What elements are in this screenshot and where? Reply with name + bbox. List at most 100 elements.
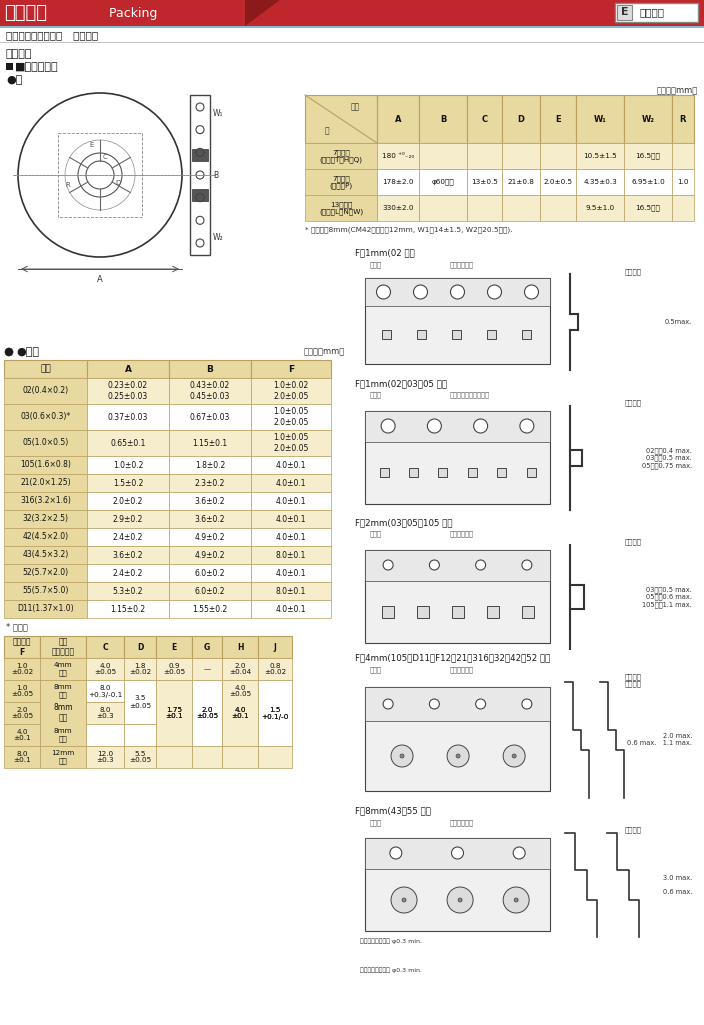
Circle shape bbox=[427, 419, 441, 433]
Text: 4.0
±0.1: 4.0 ±0.1 bbox=[231, 706, 249, 720]
Bar bbox=[258, 746, 292, 768]
Text: 0.67±0.03: 0.67±0.03 bbox=[190, 412, 230, 421]
Bar bbox=[540, 144, 576, 169]
Text: D: D bbox=[517, 115, 524, 123]
Text: F＝2mm(03、05、105 型）: F＝2mm(03、05、105 型） bbox=[355, 518, 453, 527]
Text: F＝4mm(105、D11、F12、21、316、32、42、52 型）: F＝4mm(105、D11、F12、21、316、32、42、52 型） bbox=[355, 653, 551, 662]
Text: 形式: 形式 bbox=[40, 365, 51, 373]
Circle shape bbox=[381, 419, 395, 433]
Text: 1.0±0.2: 1.0±0.2 bbox=[113, 460, 143, 469]
Bar bbox=[527, 468, 536, 477]
Bar bbox=[4, 456, 87, 474]
Bar bbox=[382, 606, 394, 618]
Bar bbox=[87, 456, 169, 474]
Bar bbox=[124, 724, 156, 746]
Bar bbox=[192, 636, 222, 658]
Text: 42(4.5×2.0): 42(4.5×2.0) bbox=[23, 533, 68, 541]
Text: 13英寸盘
(记号：L、N、W): 13英寸盘 (记号：L、N、W) bbox=[319, 201, 363, 215]
Bar bbox=[40, 680, 86, 746]
Bar bbox=[365, 411, 550, 504]
Text: 4.0±0.1: 4.0±0.1 bbox=[276, 569, 306, 577]
Text: 元件插入方向: 元件插入方向 bbox=[450, 531, 474, 537]
Bar bbox=[86, 680, 124, 702]
Text: 送进孔: 送进孔 bbox=[370, 392, 382, 399]
Polygon shape bbox=[245, 0, 280, 26]
Text: 9.5±1.0: 9.5±1.0 bbox=[586, 205, 615, 211]
Bar bbox=[365, 838, 550, 869]
Text: （单位：mm）: （单位：mm） bbox=[303, 347, 345, 357]
Bar bbox=[540, 95, 576, 144]
Text: （塑料）: （塑料） bbox=[625, 268, 642, 275]
Bar bbox=[419, 195, 467, 221]
Bar bbox=[86, 658, 124, 680]
Bar bbox=[672, 95, 694, 144]
Text: 2.9±0.2: 2.9±0.2 bbox=[113, 515, 143, 524]
Text: 43(4.5×3.2): 43(4.5×3.2) bbox=[23, 550, 68, 560]
Bar bbox=[576, 144, 624, 169]
Bar bbox=[87, 600, 169, 618]
Bar bbox=[86, 746, 124, 768]
Text: 6.0±0.2: 6.0±0.2 bbox=[195, 569, 225, 577]
Bar bbox=[40, 746, 86, 768]
Bar bbox=[502, 144, 540, 169]
Circle shape bbox=[503, 745, 525, 767]
Text: 8mm
纸带: 8mm 纸带 bbox=[54, 685, 73, 698]
Circle shape bbox=[451, 847, 463, 859]
Bar bbox=[576, 95, 624, 144]
Bar bbox=[192, 149, 208, 161]
Text: 1.0±0.02
2.0±0.05: 1.0±0.02 2.0±0.05 bbox=[273, 381, 308, 401]
Bar bbox=[467, 169, 502, 195]
Text: 2.0
±0.04: 2.0 ±0.04 bbox=[229, 662, 251, 675]
Bar bbox=[0, 26, 704, 28]
Bar bbox=[502, 195, 540, 221]
Text: D: D bbox=[115, 180, 120, 186]
Bar bbox=[4, 474, 87, 492]
Bar bbox=[4, 492, 87, 510]
Bar bbox=[251, 546, 331, 564]
Text: 1.15±0.2: 1.15±0.2 bbox=[111, 605, 146, 614]
Bar bbox=[6, 63, 13, 70]
Bar bbox=[258, 724, 292, 746]
Bar bbox=[4, 680, 40, 702]
Text: 3.5
±0.05: 3.5 ±0.05 bbox=[129, 696, 151, 708]
Text: ■形状・尺寸: ■形状・尺寸 bbox=[15, 62, 58, 72]
Text: 16.5以下: 16.5以下 bbox=[636, 205, 660, 211]
Text: 2.4±0.2: 2.4±0.2 bbox=[113, 533, 143, 541]
Text: 4.35±0.3: 4.35±0.3 bbox=[583, 179, 617, 184]
Text: F: F bbox=[288, 365, 294, 373]
Bar bbox=[169, 546, 251, 564]
Text: 0.37±0.03: 0.37±0.03 bbox=[108, 412, 148, 421]
Bar bbox=[4, 564, 87, 582]
Text: G: G bbox=[204, 643, 210, 652]
Bar bbox=[355, 393, 695, 523]
Text: 8mm
塑料: 8mm 塑料 bbox=[54, 728, 73, 742]
Text: 0.65±0.1: 0.65±0.1 bbox=[111, 439, 146, 448]
Text: （编带）: （编带） bbox=[6, 49, 32, 59]
Bar bbox=[365, 687, 550, 721]
Bar bbox=[40, 636, 86, 658]
Text: E: E bbox=[555, 115, 561, 123]
Text: 32(3.2×2.5): 32(3.2×2.5) bbox=[23, 515, 68, 524]
Text: R: R bbox=[680, 115, 686, 123]
Bar bbox=[192, 702, 222, 724]
Text: 卷: 卷 bbox=[325, 126, 329, 135]
Text: ●载带: ●载带 bbox=[16, 347, 39, 357]
Text: 1.5
+0.1/-0: 1.5 +0.1/-0 bbox=[261, 706, 289, 720]
Text: 1.8
±0.02: 1.8 ±0.02 bbox=[129, 662, 151, 675]
Text: 4.0
±0.05: 4.0 ±0.05 bbox=[229, 685, 251, 697]
Text: 插入元件后的送进方向: 插入元件后的送进方向 bbox=[450, 392, 490, 399]
Text: （单位：mm）: （单位：mm） bbox=[657, 86, 698, 95]
Bar bbox=[502, 95, 540, 144]
Circle shape bbox=[400, 754, 404, 758]
Text: 0.8
±0.02: 0.8 ±0.02 bbox=[264, 662, 286, 675]
Bar bbox=[672, 144, 694, 169]
Bar bbox=[169, 510, 251, 528]
Text: 关于包装: 关于包装 bbox=[4, 4, 47, 22]
Text: 元件插入方向: 元件插入方向 bbox=[450, 666, 474, 673]
Text: J: J bbox=[274, 643, 277, 652]
Bar bbox=[615, 3, 698, 22]
Text: Packing: Packing bbox=[105, 7, 158, 20]
Text: E: E bbox=[621, 7, 629, 17]
Bar bbox=[87, 430, 169, 456]
Bar bbox=[4, 724, 40, 746]
